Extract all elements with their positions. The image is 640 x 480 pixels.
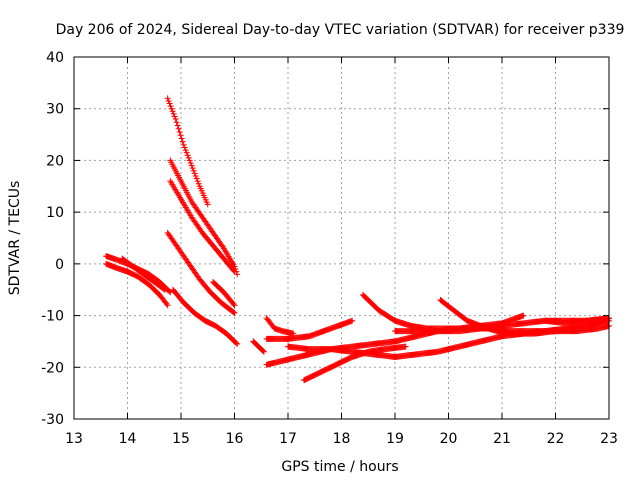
data-point xyxy=(179,138,186,145)
series-arc-3 xyxy=(119,255,168,293)
x-tick-label: 16 xyxy=(226,431,244,447)
x-tick-label: 20 xyxy=(440,431,458,447)
data-point xyxy=(190,167,197,174)
data-point xyxy=(402,343,409,350)
data-point xyxy=(260,347,267,354)
data-points xyxy=(103,95,612,384)
data-point xyxy=(195,180,202,187)
data-point xyxy=(171,113,178,120)
data-point xyxy=(520,312,527,319)
y-tick-label: 30 xyxy=(46,102,64,118)
data-point xyxy=(204,201,211,208)
data-point xyxy=(170,110,177,117)
x-tick-label: 19 xyxy=(386,431,404,447)
data-point xyxy=(177,132,184,139)
data-point xyxy=(164,302,171,309)
series-arc-5 xyxy=(167,157,241,278)
x-tick-label: 17 xyxy=(279,431,297,447)
x-tick-label: 14 xyxy=(119,431,137,447)
data-point xyxy=(174,122,181,129)
data-point xyxy=(178,135,185,142)
data-point xyxy=(231,302,238,309)
series-arc-10 xyxy=(250,338,267,355)
data-point xyxy=(169,108,176,115)
data-point xyxy=(231,268,238,275)
data-point xyxy=(183,149,190,156)
data-point xyxy=(164,95,171,102)
series-arc-2 xyxy=(103,260,171,309)
x-tick-label: 18 xyxy=(333,431,351,447)
data-point xyxy=(184,152,191,159)
chart-title: Day 206 of 2024, Sidereal Day-to-day VTE… xyxy=(56,22,625,38)
data-point xyxy=(167,103,174,110)
series-arc-19 xyxy=(541,315,612,327)
x-tick-label: 15 xyxy=(172,431,190,447)
x-tick-label: 21 xyxy=(493,431,511,447)
data-point xyxy=(260,348,267,355)
data-point xyxy=(187,160,194,167)
series-arc-7 xyxy=(164,229,238,316)
data-point xyxy=(160,286,167,293)
data-point xyxy=(185,154,192,161)
y-tick-label: -20 xyxy=(41,360,64,376)
y-axis-label: SDTVAR / TECUs xyxy=(7,181,23,296)
y-tick-label: 40 xyxy=(46,50,64,66)
data-point xyxy=(181,144,188,151)
data-point xyxy=(175,125,182,132)
data-point xyxy=(161,286,168,293)
series-arc-6 xyxy=(167,178,238,275)
x-axis-ticks: 13 14 15 16 17 18 19 20 21 22 23 xyxy=(65,57,618,447)
data-point xyxy=(193,175,200,182)
data-point xyxy=(165,97,172,104)
data-point xyxy=(219,243,226,250)
series-arc-15 xyxy=(301,343,409,384)
y-tick-label: 0 xyxy=(55,257,64,273)
series-arc-12 xyxy=(263,317,356,342)
series-arc-9 xyxy=(210,278,238,309)
y-tick-label: 20 xyxy=(46,153,64,169)
data-point xyxy=(186,157,193,164)
x-tick-label: 22 xyxy=(547,431,565,447)
series-arc-8 xyxy=(169,286,241,348)
data-point xyxy=(176,128,183,135)
data-point xyxy=(194,178,201,185)
data-point xyxy=(173,119,180,126)
series-arc-18 xyxy=(437,297,612,337)
series-arc-11 xyxy=(263,315,297,337)
x-tick-label: 23 xyxy=(600,431,618,447)
data-point xyxy=(234,341,241,348)
y-tick-label: -30 xyxy=(41,412,64,428)
data-point xyxy=(163,300,170,307)
data-point xyxy=(349,317,356,324)
x-tick-label: 13 xyxy=(65,431,83,447)
data-point xyxy=(231,309,238,316)
series-arc-4 xyxy=(164,95,211,208)
y-tick-label: -10 xyxy=(41,309,64,325)
data-point xyxy=(191,170,198,177)
data-point xyxy=(168,105,175,112)
data-point xyxy=(180,141,187,148)
data-point xyxy=(166,100,173,107)
data-point xyxy=(189,165,196,172)
data-point xyxy=(192,172,199,179)
data-point xyxy=(234,271,241,278)
data-point xyxy=(172,116,179,123)
y-axis-ticks: -30 -20 -10 0 10 20 30 40 xyxy=(41,50,609,428)
data-point xyxy=(188,162,195,169)
data-point xyxy=(230,309,237,316)
y-tick-label: 10 xyxy=(46,205,64,221)
data-point xyxy=(182,147,189,154)
data-point xyxy=(233,340,240,347)
data-point xyxy=(230,301,237,308)
x-axis-label: GPS time / hours xyxy=(281,459,398,475)
data-point xyxy=(230,267,237,274)
